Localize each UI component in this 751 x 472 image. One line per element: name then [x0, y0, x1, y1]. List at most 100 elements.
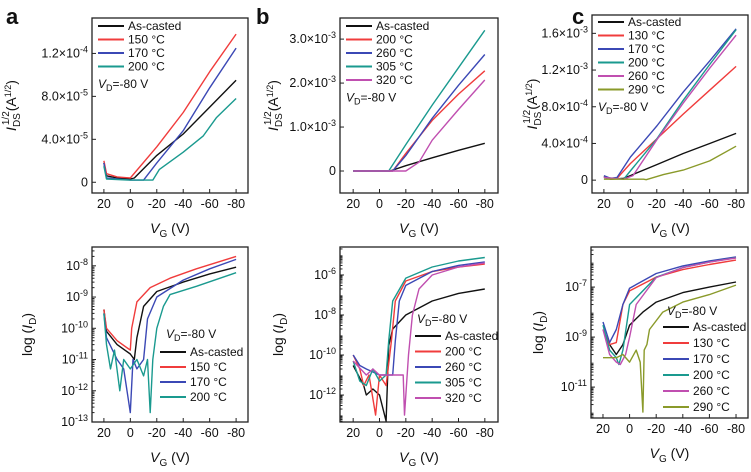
plot-c-log: 20 0 -20 -40 -60 -80 10-11 10-9 10-7 VG (V) log (I…	[530, 246, 749, 465]
y-axis-label: log (ID)	[530, 311, 550, 354]
x-tick-label: -40	[674, 197, 692, 211]
legend-label: 320 °C	[445, 391, 482, 405]
legend-label: 200 °C	[128, 60, 165, 74]
x-tick-label: 0	[626, 422, 633, 436]
y-tick-label: 1.6×10-3	[541, 24, 588, 40]
y-tick-label: 10-10	[61, 319, 88, 335]
x-tick-label: 0	[127, 197, 134, 211]
x-tick-label: -40	[174, 197, 192, 211]
series-line-2	[103, 258, 237, 414]
legend-label: As-casted	[445, 329, 498, 343]
y-tick-label: 0	[581, 173, 588, 187]
x-tick-label: 0	[376, 197, 383, 211]
x-axis-label: VG (V)	[650, 220, 690, 240]
plot-frame	[590, 246, 749, 419]
x-tick-label: 20	[346, 426, 360, 440]
x-axis-label: VG (V)	[399, 449, 439, 469]
y-tick-label: 1.2×10-4	[41, 44, 88, 60]
y-tick-label: 10-9	[66, 288, 88, 304]
legend-label: 200 °C	[693, 368, 730, 382]
series-line-1	[602, 259, 737, 346]
series-line-0	[353, 142, 485, 172]
y-tick-label: 2.0×10-3	[289, 74, 336, 90]
y-tick-label: 3.0×10-3	[289, 30, 336, 46]
plot-b-log: 20 0 -20 -40 -60 -80 10-12 10-10 10-8 10-6 VG (V) l…	[270, 246, 499, 469]
legend-label: 290 °C	[693, 400, 730, 414]
series-line-5	[603, 145, 737, 181]
legend-label: 200 °C	[190, 390, 227, 404]
series-line-5	[603, 284, 737, 413]
legend-label: 260 °C	[628, 69, 665, 83]
y-tick-label: 4.0×10-5	[41, 130, 88, 146]
legend-label: 290 °C	[628, 83, 665, 97]
legend-label: 150 °C	[190, 360, 227, 374]
legend-label: 170 °C	[628, 42, 665, 56]
x-tick-label: -20	[397, 197, 415, 211]
y-axis-label: log (ID)	[19, 313, 39, 356]
x-tick-label: 0	[127, 426, 134, 440]
series-line-0	[103, 266, 237, 361]
plot-frame	[91, 17, 249, 194]
x-tick-label: 20	[597, 197, 611, 211]
legend-label: As-casted	[128, 19, 181, 33]
series-line-4	[602, 257, 737, 366]
plot-b: 20 0 -20 -40 -60 -80 0 1.0×10-3 2.0×10-3 3.0×10-3…	[256, 4, 499, 240]
x-tick-label: -60	[449, 197, 467, 211]
legend-label: 200 °C	[445, 345, 482, 359]
legend-label: 170 °C	[693, 352, 730, 366]
x-tick-label: 0	[627, 197, 634, 211]
y-tick-label: 10-11	[561, 378, 587, 394]
y-tick-label: 1.2×10-3	[541, 61, 588, 77]
legend-label: 150 °C	[128, 33, 165, 47]
x-axis-label: VG (V)	[650, 445, 690, 465]
y-tick-label: 10-8	[66, 257, 88, 273]
series-line-0	[602, 281, 737, 356]
drain-voltage-annotation: VD=-80 V	[346, 91, 396, 107]
panel-letter: c	[572, 4, 584, 29]
series-line-0	[103, 79, 237, 180]
series-line-4	[353, 79, 486, 172]
drain-voltage-annotation: VD=-80 V	[98, 77, 148, 93]
x-tick-label: -60	[700, 422, 718, 436]
x-tick-label: -80	[476, 197, 494, 211]
legend-label: 130 °C	[693, 336, 730, 350]
x-tick-label: -80	[476, 426, 494, 440]
plot-frame	[339, 17, 499, 194]
drain-voltage-annotation: VD=-80 V	[166, 327, 216, 343]
legend-label: 320 °C	[376, 73, 413, 87]
x-tick-label: -60	[701, 197, 719, 211]
y-axis-label: IDS1/2(A1/2)	[522, 79, 544, 130]
y-tick-label: 4.0×10-4	[541, 134, 588, 150]
plot-frame	[591, 14, 749, 194]
series-line-1	[353, 70, 486, 172]
y-tick-label: 8.0×10-5	[41, 87, 88, 103]
x-tick-label: 0	[376, 426, 383, 440]
x-tick-label: -80	[227, 197, 245, 211]
legend-label: As-casted	[693, 320, 746, 334]
series-line-1	[603, 65, 737, 180]
legend-label: 305 °C	[445, 376, 482, 390]
legend-label: 260 °C	[693, 384, 730, 398]
legend-label: 305 °C	[376, 60, 413, 74]
legend-label: 130 °C	[628, 29, 665, 43]
x-tick-label: -40	[174, 426, 192, 440]
x-tick-label: -60	[449, 426, 467, 440]
x-axis-label: VG (V)	[150, 220, 190, 240]
x-tick-label: -40	[423, 197, 441, 211]
series-line-3	[103, 272, 237, 414]
legend-label: 260 °C	[376, 46, 413, 60]
x-tick-label: -20	[148, 426, 166, 440]
y-tick-label: 10-12	[61, 382, 88, 398]
y-axis-label: log (ID)	[270, 313, 290, 356]
y-tick-label: 10-7	[565, 278, 587, 294]
y-tick-label: 10-10	[309, 346, 336, 362]
y-tick-label: 8.0×10-4	[541, 98, 588, 114]
y-tick-label: 0	[81, 175, 88, 189]
y-axis-label: IDS1/2(A1/2)	[1, 80, 23, 131]
